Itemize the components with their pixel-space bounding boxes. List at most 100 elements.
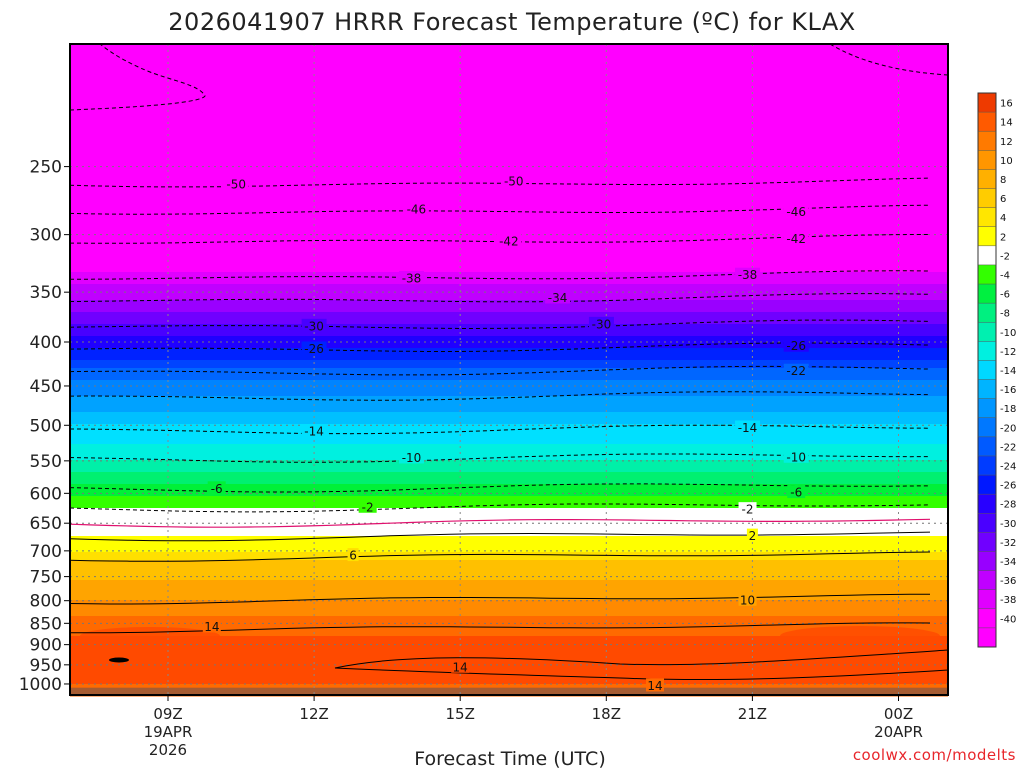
contour-label-bg [735,267,761,281]
colorbar-label: 12 [1000,137,1013,148]
colorbar-label: -28 [1000,500,1016,511]
temperature-band [70,352,948,357]
temperature-band [70,156,948,161]
isotherm-line [69,531,931,542]
temperature-band [70,288,948,293]
temperature-band [70,256,948,261]
temperature-band [70,468,948,473]
temperature-band [70,140,948,145]
isotherm-line [70,270,931,280]
temperature-band [70,356,948,361]
contour-label-bg [738,502,757,516]
contour-label-bg [735,420,761,434]
contour-label-bg [207,481,226,495]
contour-label: -50 [226,178,246,192]
temperature-shading [70,44,948,697]
temperature-band [70,416,948,421]
contour-label-bg [399,450,424,464]
temperature-band [70,620,948,625]
temperature-band [70,428,948,433]
isotherm-line [69,43,206,111]
temperature-band [70,648,948,653]
temperature-band [70,212,948,217]
contour-label: 14 [204,620,219,634]
contour-label: -6 [790,486,802,500]
temperature-band [70,628,948,633]
temperature-band [70,452,948,457]
contour-label: 10 [740,593,755,607]
isotherm-line [109,657,129,663]
colorbar-label: -4 [1000,270,1010,281]
contour-label-bg [746,528,758,542]
temperature-band [70,300,948,305]
warm-patch [80,627,220,645]
temperature-band [70,280,948,285]
colorbar-frame [977,92,997,648]
contour-label-bg [202,619,221,633]
temperature-band [70,324,948,329]
temperature-band [70,136,948,141]
temperature-band [70,116,948,121]
temperature-band [70,368,948,373]
temperature-band [70,572,948,577]
contour-label-bg [301,424,327,438]
contour-label-bg [783,338,809,352]
colorbar-swatch [978,150,996,170]
temperature-band [70,72,948,77]
colorbar-swatch [978,264,996,285]
temperature-band [70,76,948,81]
y-tick-label: 450 [30,377,62,397]
temperature-band [70,224,948,229]
y-axis-ticks: 2503003504004505005506006507007508008509… [19,158,70,695]
contour-label-bg [223,177,249,191]
y-tick-label: 800 [30,592,62,612]
temperature-band [70,488,948,493]
temperature-band [70,48,948,53]
contour-label-bg [646,678,664,692]
temperature-band [70,316,948,321]
colorbar-label: -30 [1000,519,1016,530]
colorbar-label: -24 [1000,462,1016,473]
isotherm-line [69,551,931,562]
temperature-band [70,88,948,93]
temperature-band [70,128,948,133]
contour-label: 14 [453,660,468,674]
colorbar-label: -10 [1000,328,1016,339]
colorbar-swatch [978,455,996,476]
temperature-band [70,112,948,117]
x-tick-label: 09Z [153,705,182,723]
y-tick-label: 500 [30,416,62,436]
colorbar-label: -32 [1000,538,1016,549]
isotherm-line [69,293,931,303]
temperature-band [70,104,948,109]
temperature-band [70,512,948,517]
temperature-band [70,460,948,465]
colorbar-label: 10 [1000,156,1013,167]
temperature-band [70,260,948,265]
temperature-band [70,476,948,481]
temperature-band [70,684,948,689]
x-tick-label: 20APR [874,723,923,741]
contour-label: -14 [304,425,324,439]
colorbar-swatch [978,360,996,380]
temperature-band [70,208,948,213]
colorbar-swatch [978,608,996,629]
temperature-band [70,568,948,573]
colorbar-swatch [978,627,996,648]
colorbar-swatch [978,551,996,571]
y-tick-label: 400 [30,333,62,353]
x-tick-label: 2026 [149,741,187,759]
temperature-band [70,360,948,365]
temperature-band [70,592,948,597]
temperature-band [70,440,948,445]
colorbar-label: 8 [1000,175,1006,186]
temperature-band [70,556,948,561]
temperature-band [70,92,948,97]
temperature-band [70,56,948,61]
contour-label-bg [301,318,327,332]
credit-link[interactable]: coolwx.com/modelts [853,746,1016,764]
temperature-band [70,632,948,637]
colorbar-swatch [978,398,996,419]
temperature-band [70,308,948,313]
contour-label: -38 [738,268,758,282]
